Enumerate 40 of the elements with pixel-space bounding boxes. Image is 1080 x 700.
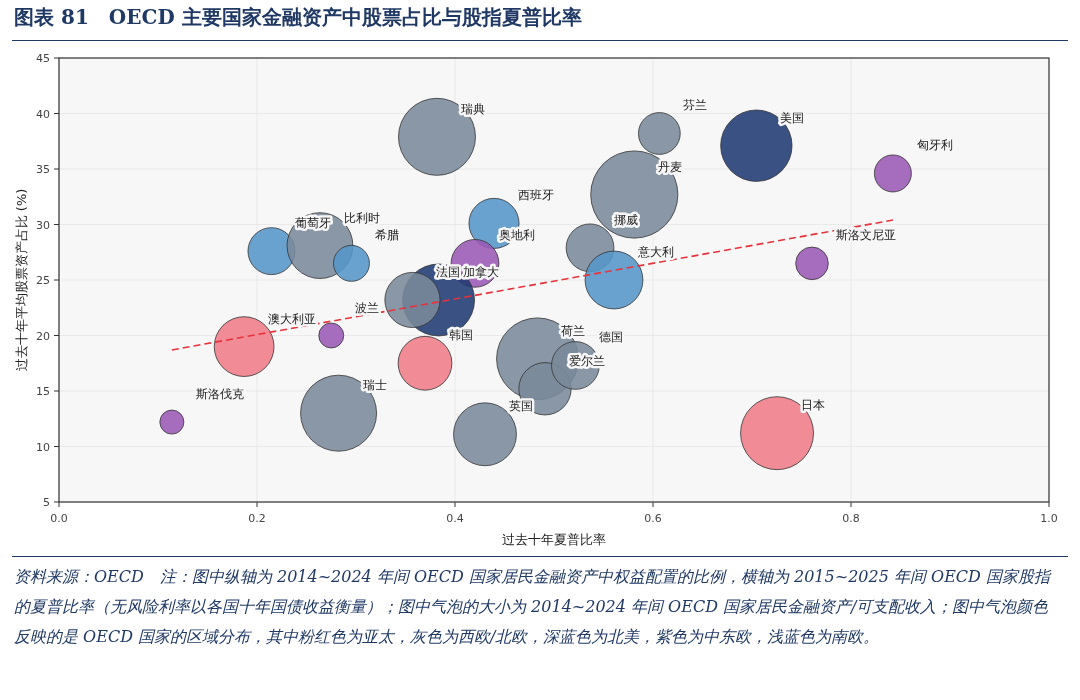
annotation: 澳大利亚 [268,311,317,326]
x-tick-label: 0.8 [842,512,860,525]
chart-title: 图表 81 OECD 主要国家金融资产中股票占比与股指夏普比率 [14,4,582,31]
x-tick-label: 1.0 [1040,512,1058,525]
annotation: 波兰 [355,300,380,315]
annotation: 芬兰 [683,98,708,113]
x-tick-label: 0.6 [644,512,662,525]
y-axis-title: 过去十年平均股票资产占比 (%) [14,188,29,372]
annotation: 美国 [780,110,805,125]
annotation: 法国 [436,264,461,279]
y-tick-label: 25 [36,274,50,287]
annotation: 丹麦 [658,159,683,174]
annotation: 加拿大 [462,264,499,279]
annotation: 瑞士 [362,378,387,393]
x-axis-title: 过去十年夏普比率 [502,532,606,547]
annotation: 日本 [801,398,826,413]
x-tick-label: 0.2 [248,512,266,525]
annotation: 西班牙 [518,188,555,203]
annotation: 匈牙利 [916,138,953,153]
annotation: 德国 [599,330,624,345]
annotation: 斯洛伐克 [195,387,244,402]
y-tick-label: 15 [36,385,50,398]
y-tick-label: 30 [36,218,50,232]
annotation: 葡萄牙 [295,216,332,231]
y-tick-label: 40 [36,107,50,121]
y-tick-label: 10 [36,440,50,454]
annotation: 瑞典 [460,101,485,116]
text: 资料来源：OECD 注：图中纵轴为 2014~2024 年间 OECD 国家居民金融资产中权益配置的比例，横轴为 2015~2025 年间 OECD 国家股指的夏普比率（无风险利率以各国十年国债收益衡量）；图中气泡的大小为 2014~2024 年间 OECD 国家居民金融资产/可支配收入；图中气泡颜色反映的是 OECD 国家的区域分布，其中粉红色为亚太，灰色为西欧/北欧，深蓝色为北美，紫色为中东欧，浅蓝色为南欧。 [14,566,1053,648]
annotation: 希腊 [375,228,400,243]
y-tick-label: 45 [36,52,50,65]
annotation: 韩国 [449,328,473,343]
y-tick-label: 20 [36,329,50,343]
annotation: 挪威 [614,212,639,227]
annotation: 斯洛文尼亚 [835,228,896,243]
y-tick-label: 5 [43,496,50,509]
y-tick-label: 35 [36,163,50,176]
annotation: 比利时 [343,210,380,225]
x-tick-label: 0.0 [50,512,68,525]
annotation: 意大利 [636,245,674,259]
x-tick-label: 0.4 [446,512,464,525]
